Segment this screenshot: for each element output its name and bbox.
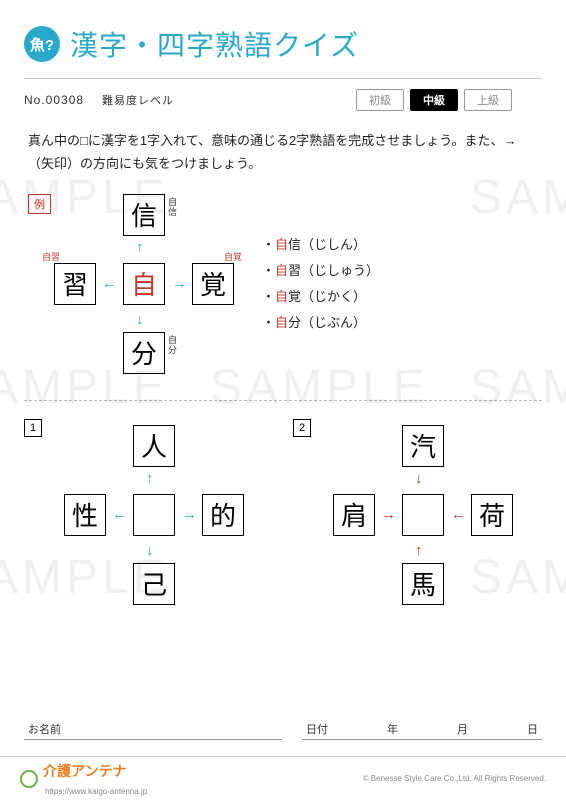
cell-top: 人 [133, 425, 175, 467]
cell-bottom: 馬 [402, 563, 444, 605]
logo: 介護アンテナ https://www.kaigo-antenna.jp [20, 761, 147, 797]
puzzle-1: 1 人 ↑ 性 ← 的 → 己 ↓ [24, 419, 273, 619]
example-cross: 例 信 自信 ↑ 習 自習 ← 自 覚 自覚 → 分 自分 ↓ [54, 194, 234, 374]
arrow-down-icon: ↓ [146, 543, 154, 558]
cell-center-blank[interactable] [133, 494, 175, 536]
year-label: 年 [387, 721, 398, 737]
answer-item: ・自習（じしゅう） [262, 258, 379, 284]
cell-bottom: 己 [133, 563, 175, 605]
answer-item: ・自覚（じかく） [262, 284, 379, 310]
dashed-divider [24, 400, 542, 401]
name-field[interactable]: お名前 [24, 719, 282, 740]
date-label: 日付 [306, 721, 328, 737]
page-title: 漢字・四字熟語クイズ [70, 24, 359, 64]
logo-text: 介護アンテナ [43, 763, 126, 779]
cell-top: 信 [123, 194, 165, 236]
antenna-icon [20, 770, 38, 788]
answer-item: ・自分（じぶん） [262, 310, 379, 336]
ruby-bottom: 自分 [168, 335, 182, 356]
level-beginner: 初級 [356, 89, 404, 111]
footer-fields: お名前 日付 年 月 日 [24, 719, 542, 740]
level-intermediate: 中級 [410, 89, 458, 111]
logo-url: https://www.kaigo-antenna.jp [45, 787, 147, 796]
arrow-down-icon: ↓ [415, 471, 423, 486]
level-advanced: 上級 [464, 89, 512, 111]
name-label: お名前 [28, 724, 61, 736]
cell-right: 覚 [192, 263, 234, 305]
level-label: 難易度レベル [102, 92, 174, 108]
cell-top: 汽 [402, 425, 444, 467]
arrow-up-icon: ↑ [136, 240, 144, 255]
arrow-left-icon: ← [102, 276, 117, 291]
ruby-right: 自覚 [224, 252, 248, 262]
quiz-number: No.00308 [24, 93, 84, 107]
answer-item: ・自信（じしん） [262, 232, 379, 258]
instruction-text: 真ん中の□に漢字を1字入れて、意味の通じる2字熟語を完成させましょう。また、→（… [0, 121, 566, 190]
month-label: 月 [457, 721, 468, 737]
cell-left: 性 [64, 494, 106, 536]
arrow-up-icon: ↑ [146, 471, 154, 486]
cell-left: 習 [54, 263, 96, 305]
arrow-left-icon: ← [451, 507, 466, 522]
arrow-right-icon: → [172, 276, 187, 291]
ruby-left: 自習 [42, 252, 66, 262]
cell-right: 的 [202, 494, 244, 536]
cell-bottom: 分 [123, 332, 165, 374]
level-pills: 初級 中級 上級 [356, 89, 512, 111]
arrow-down-icon: ↓ [136, 312, 144, 327]
example-section: 例 信 自信 ↑ 習 自習 ← 自 覚 自覚 → 分 自分 ↓ ・自信（じしん）… [0, 190, 566, 392]
copyright: © Benesse Style Care Co.,Ltd. All Rights… [363, 774, 546, 783]
arrow-right-icon: → [381, 507, 396, 522]
cell-center-blank[interactable] [402, 494, 444, 536]
arrow-left-icon: ← [112, 507, 127, 522]
ruby-top: 自信 [168, 197, 182, 218]
puzzle-number: 1 [24, 419, 42, 437]
cell-left: 肩 [333, 494, 375, 536]
date-field[interactable]: 日付 年 月 日 [302, 719, 542, 740]
day-label: 日 [527, 721, 538, 737]
example-badge: 例 [28, 194, 51, 214]
cell-center: 自 [123, 263, 165, 305]
puzzles-row: 1 人 ↑ 性 ← 的 → 己 ↓ 2 汽 ↓ 肩 → 荷 ← 馬 ↑ [0, 419, 566, 619]
meta-row: No.00308 難易度レベル 初級 中級 上級 [0, 79, 566, 121]
arrow-up-icon: ↑ [415, 543, 423, 558]
arrow-right-icon: → [182, 507, 197, 522]
footer-bar: 介護アンテナ https://www.kaigo-antenna.jp © Be… [0, 756, 566, 800]
header: 魚? 漢字・四字熟語クイズ [0, 0, 566, 78]
puzzle-2: 2 汽 ↓ 肩 → 荷 ← 馬 ↑ [293, 419, 542, 619]
cell-right: 荷 [471, 494, 513, 536]
quiz-badge-icon: 魚? [24, 26, 60, 62]
example-answers: ・自信（じしん） ・自習（じしゅう） ・自覚（じかく） ・自分（じぶん） [262, 232, 379, 336]
puzzle-number: 2 [293, 419, 311, 437]
